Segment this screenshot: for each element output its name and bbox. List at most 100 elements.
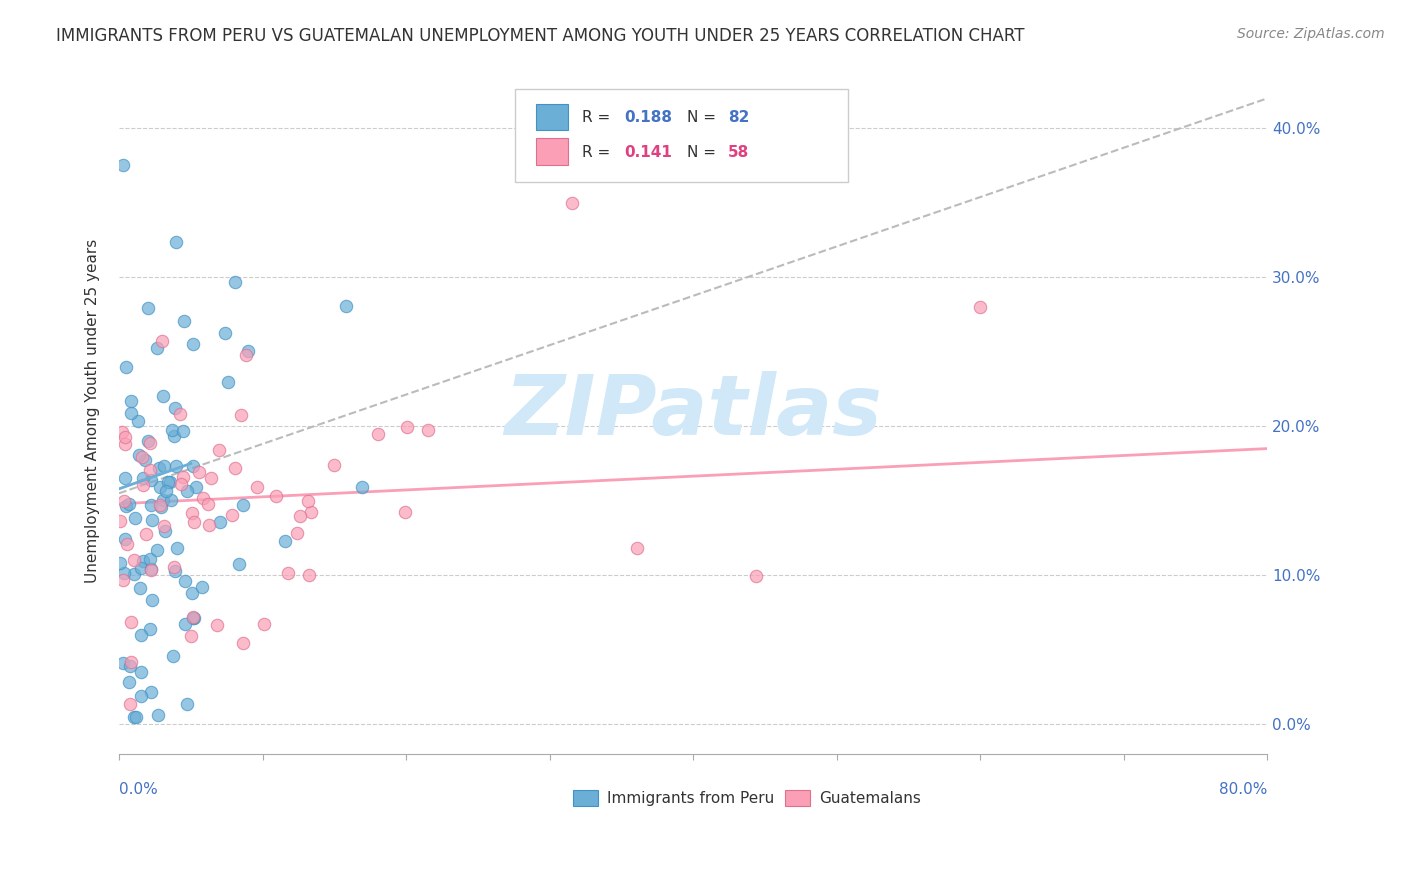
Point [111, 425, 134, 439]
Point [122, 553, 145, 567]
Point [118, 697, 141, 711]
Point [112, 158, 135, 172]
Point [299, 505, 322, 519]
Point [134, 453, 156, 467]
Point [153, 524, 176, 538]
Point [173, 616, 195, 631]
Point [139, 562, 162, 576]
Point [160, 423, 183, 437]
Point [129, 665, 152, 679]
Point [183, 515, 205, 529]
Point [160, 493, 183, 508]
Point [165, 458, 187, 473]
Point [181, 337, 204, 351]
Point [162, 649, 184, 664]
Text: ZIPatlas: ZIPatlas [505, 371, 882, 452]
Point [176, 483, 198, 498]
FancyBboxPatch shape [536, 138, 568, 164]
Point [118, 498, 141, 512]
Point [162, 429, 184, 443]
Point [172, 470, 194, 484]
Point [235, 348, 257, 362]
Point [166, 541, 188, 555]
Point [181, 586, 204, 600]
Point [174, 574, 197, 588]
Point [136, 301, 159, 315]
Point [184, 480, 207, 494]
Point [561, 195, 583, 210]
Point [141, 498, 163, 512]
Point [180, 629, 202, 643]
Point [200, 471, 222, 485]
Point [114, 437, 136, 451]
Point [120, 406, 142, 420]
Text: IMMIGRANTS FROM PERU VS GUATEMALAN UNEMPLOYMENT AMONG YOUTH UNDER 25 YEARS CORRE: IMMIGRANTS FROM PERU VS GUATEMALAN UNEMP… [56, 27, 1025, 45]
Point [115, 500, 138, 514]
Point [208, 443, 231, 458]
Text: N =: N = [688, 145, 721, 160]
Point [145, 342, 167, 356]
Text: Guatemalans: Guatemalans [820, 790, 921, 805]
Point [229, 408, 252, 422]
Point [165, 564, 187, 578]
Point [136, 434, 159, 449]
Point [122, 710, 145, 724]
Point [253, 617, 276, 632]
Text: 0.188: 0.188 [624, 111, 672, 126]
Text: 80.0%: 80.0% [1219, 781, 1267, 797]
Point [152, 518, 174, 533]
Point [288, 509, 311, 524]
Text: R =: R = [582, 111, 614, 126]
Point [335, 299, 357, 313]
Point [264, 489, 287, 503]
Point [246, 480, 269, 494]
FancyBboxPatch shape [515, 89, 848, 182]
Point [135, 527, 157, 541]
Point [236, 344, 259, 359]
Y-axis label: Unemployment Among Youth under 25 years: Unemployment Among Youth under 25 years [86, 239, 100, 583]
Text: R =: R = [582, 145, 614, 160]
Point [181, 610, 204, 624]
Point [165, 235, 187, 249]
Point [111, 657, 134, 671]
Point [124, 710, 146, 724]
Point [115, 537, 138, 551]
Point [150, 500, 173, 514]
Point [416, 423, 439, 437]
Point [224, 276, 246, 290]
Point [180, 506, 202, 520]
Point [139, 622, 162, 636]
Text: 0.0%: 0.0% [120, 781, 157, 797]
FancyBboxPatch shape [572, 790, 598, 805]
Point [141, 593, 163, 607]
FancyBboxPatch shape [785, 790, 810, 805]
Point [122, 566, 145, 581]
Point [146, 708, 169, 723]
Point [121, 615, 143, 629]
Point [394, 505, 416, 519]
Point [205, 618, 228, 632]
Point [150, 334, 173, 349]
Point [149, 499, 172, 513]
Point [198, 518, 221, 533]
FancyBboxPatch shape [536, 104, 568, 130]
Text: Source: ZipAtlas.com: Source: ZipAtlas.com [1237, 27, 1385, 41]
Text: N =: N = [688, 111, 721, 126]
Point [129, 628, 152, 642]
Point [153, 459, 176, 474]
Point [127, 414, 149, 428]
Point [114, 430, 136, 444]
Point [276, 566, 298, 580]
Point [132, 471, 155, 485]
Point [173, 314, 195, 328]
Point [114, 532, 136, 546]
Point [232, 636, 254, 650]
Point [163, 559, 186, 574]
Point [224, 460, 246, 475]
Text: 82: 82 [728, 111, 749, 126]
Point [221, 508, 243, 523]
Point [297, 493, 319, 508]
Point [214, 326, 236, 340]
Point [352, 480, 374, 494]
Point [297, 568, 319, 582]
